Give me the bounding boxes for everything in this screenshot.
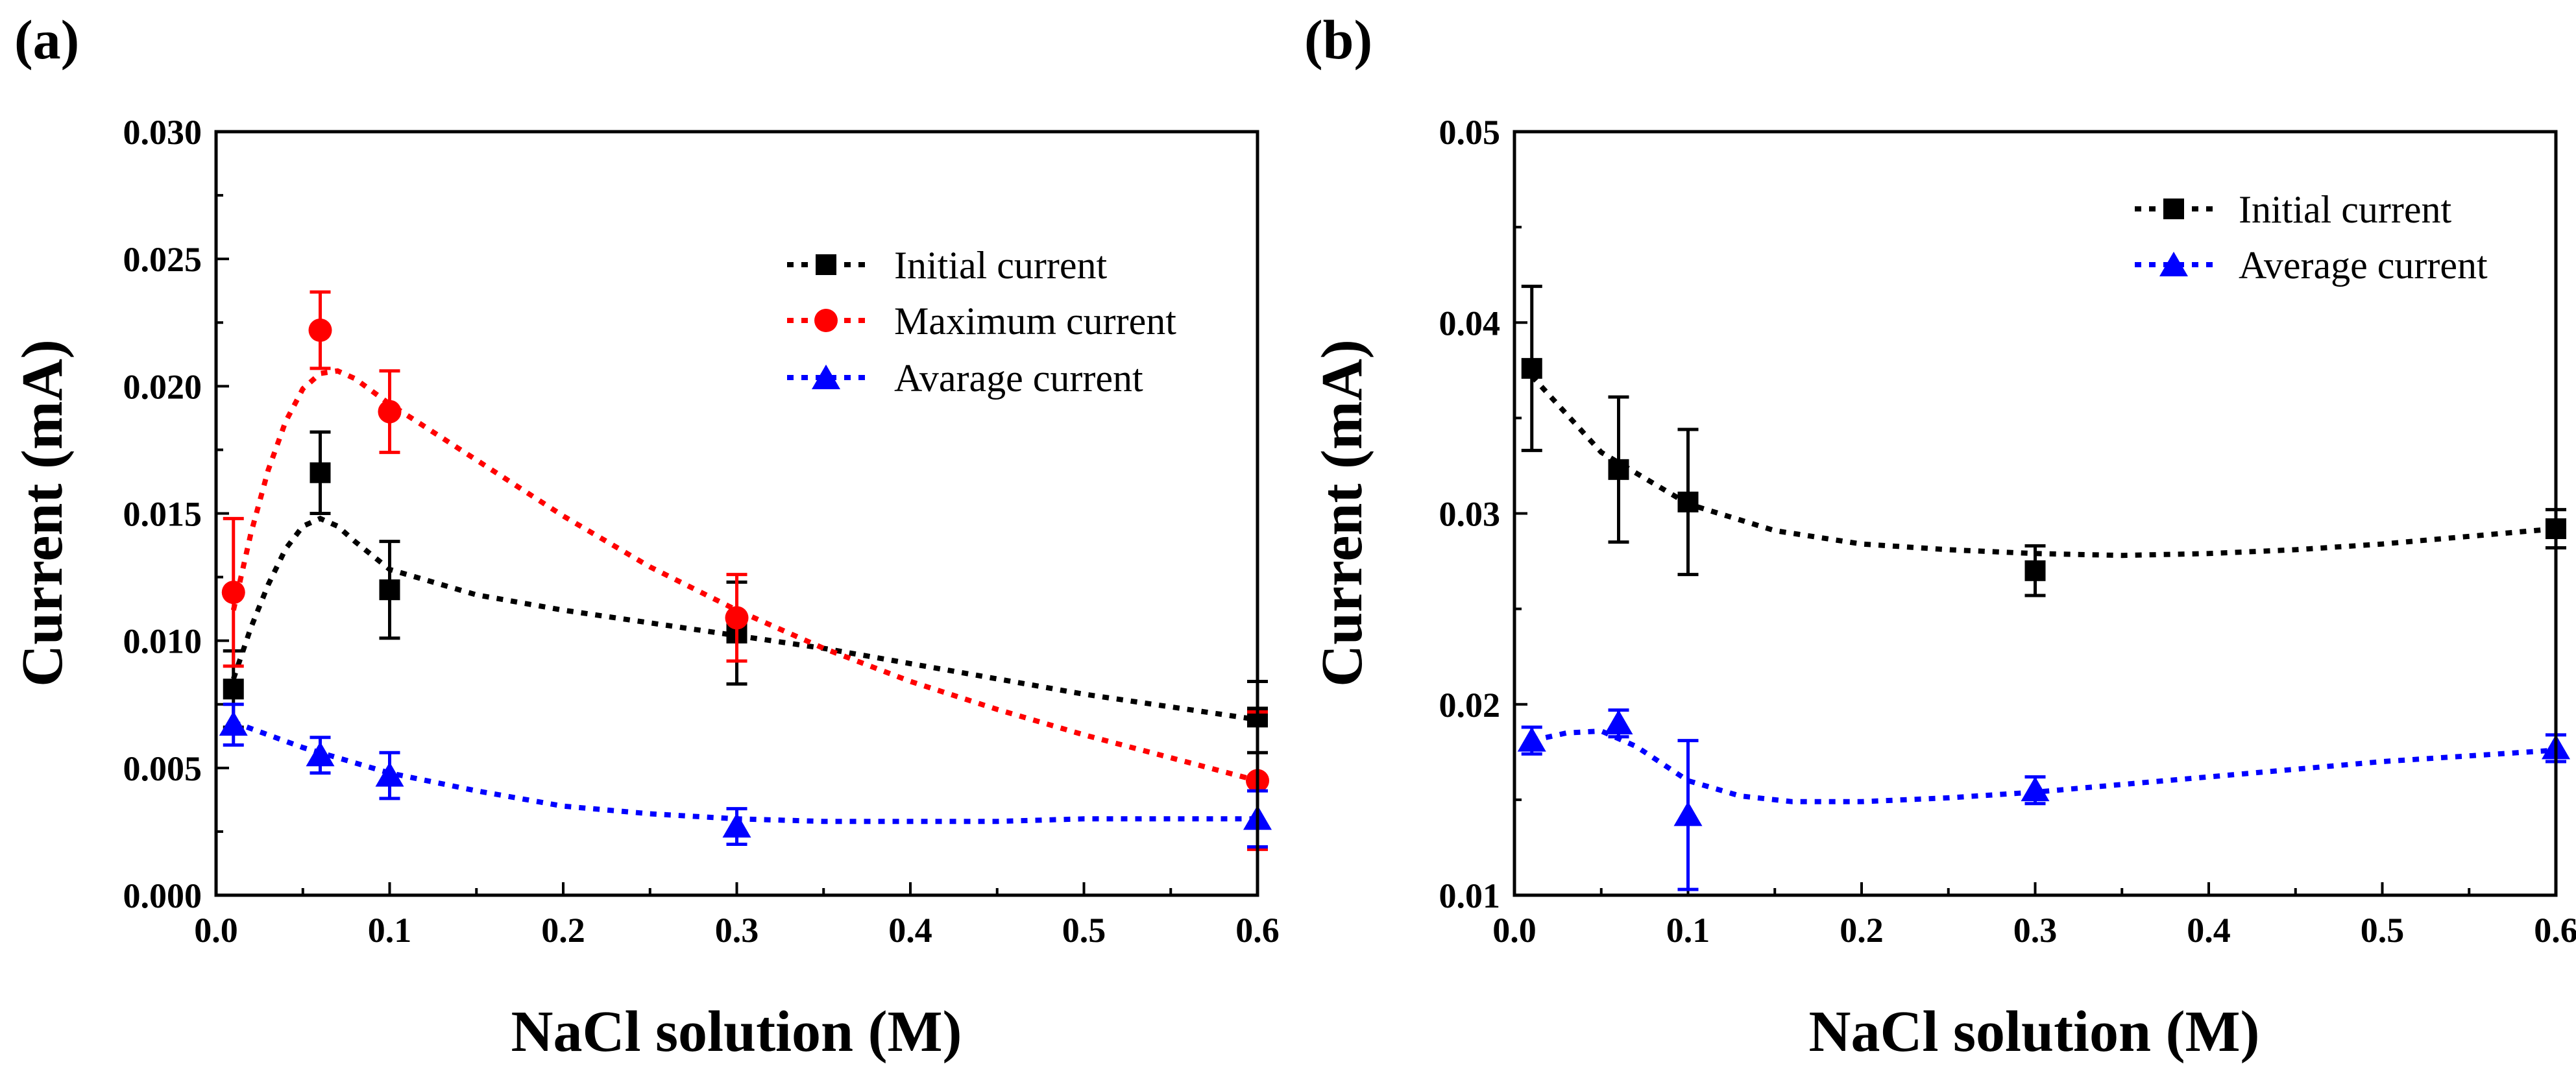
legend-marker-average [812, 365, 840, 389]
panel-a-x-axis-title: NaCl solution (M) [511, 1000, 962, 1064]
y-tick-label: 0.01 [1439, 876, 1501, 915]
data-point-square [2024, 560, 2046, 581]
legend-b-marker-average [2159, 252, 2188, 276]
data-point-square [1608, 459, 1629, 480]
data-point-triangle [722, 813, 751, 838]
panel-b-y-axis-title: Current (mA) [1310, 339, 1374, 687]
x-tick-label: 0.5 [2361, 911, 2405, 950]
y-tick-label: 0.020 [123, 367, 202, 406]
y-tick-label: 0.04 [1439, 304, 1501, 343]
x-tick-label: 0.2 [1840, 911, 1884, 950]
panel-a: (a) 0.0 0.1 0.2 0.3 0.4 0.5 0.6 0.000 0.005 0.010… [10, 8, 1280, 1064]
data-point-circle [378, 400, 402, 424]
panel-a-ticks: 0.0 0.1 0.2 0.3 0.4 0.5 0.6 0.000 0.005 0.010 0.01… [123, 113, 1280, 950]
data-point-triangle [1604, 710, 1633, 735]
y-tick-label: 0.02 [1439, 686, 1501, 725]
panel-b: (b) 0.0 0.1 0.2 0.3 0.4 0.5 0.60.010.020.030.0… [1304, 8, 2576, 1064]
panel-a-plot-frame [214, 130, 1259, 897]
panel-b-x-axis-title: NaCl solution (M) [1809, 1000, 2260, 1064]
data-point-circle [221, 581, 245, 605]
x-tick-label: 0.1 [1666, 911, 1710, 950]
data-point-square [379, 579, 400, 601]
y-tick-label: 0.030 [123, 113, 202, 152]
y-tick-label: 0.015 [123, 495, 202, 534]
y-tick-label: 0.005 [123, 749, 202, 788]
legend-marker-maximum [814, 309, 838, 332]
legend-label-maximum: Maximum current [894, 300, 1176, 343]
panel-b-ticks: 0.0 0.1 0.2 0.3 0.4 0.5 0.6 0.01 0.02 0.03 0.04 0.0… [1439, 113, 2576, 950]
y-tick-label: 0.025 [123, 240, 202, 279]
x-tick-label: 0.6 [2534, 911, 2576, 950]
legend-b-label-average: Average current [2239, 244, 2488, 287]
data-point-circle [725, 606, 749, 630]
panel-b-legend: Initial current Average current [2135, 188, 2488, 287]
data-point-triangle [219, 711, 248, 736]
legend-b-marker-initial [2163, 199, 2184, 219]
data-point-square [223, 679, 244, 700]
fit-line-circle [230, 368, 1259, 784]
legend-marker-initial [816, 254, 836, 275]
x-tick-label: 0.0 [194, 911, 238, 950]
fit-line-triangle [1531, 728, 2557, 804]
panel-b-data-marks [1517, 284, 2570, 891]
data-point-triangle [2021, 776, 2050, 802]
data-point-circle [308, 319, 332, 343]
x-tick-label: 0.4 [2187, 911, 2231, 950]
panel-b-fit-lines [1529, 374, 2557, 804]
x-tick-label: 0.5 [1062, 911, 1106, 950]
x-tick-label: 0.2 [541, 911, 585, 950]
y-tick-label: 0.03 [1439, 495, 1501, 534]
data-point-triangle [375, 762, 404, 787]
panel-b-plot-frame [1513, 130, 2558, 897]
fit-line-square [1529, 374, 2557, 559]
x-tick-label: 0.3 [2013, 911, 2058, 950]
data-point-triangle [1517, 727, 1546, 752]
data-point-triangle [306, 741, 335, 767]
data-point-square [1521, 357, 1542, 379]
x-tick-label: 0.6 [1235, 911, 1280, 950]
x-tick-label: 0.0 [1492, 911, 1537, 950]
y-tick-label: 0.010 [123, 622, 202, 661]
panel-a-legend: Initial current Maximum current Avarage … [787, 244, 1176, 400]
panel-a-y-axis-title: Current (mA) [10, 339, 75, 687]
data-point-square [310, 462, 331, 483]
legend-label-initial: Initial current [894, 244, 1108, 287]
legend-label-average: Avarage current [894, 357, 1143, 400]
y-tick-label: 0.000 [123, 876, 202, 915]
x-tick-label: 0.1 [368, 911, 412, 950]
data-point-triangle [1673, 801, 1703, 826]
panel-b-label: (b) [1304, 8, 1372, 71]
y-tick-label: 0.05 [1439, 113, 1501, 152]
legend-b-label-initial: Initial current [2239, 188, 2452, 231]
x-tick-label: 0.3 [715, 911, 759, 950]
x-tick-label: 0.4 [888, 911, 932, 950]
data-point-square [1677, 491, 1699, 512]
panel-a-label: (a) [14, 8, 79, 71]
